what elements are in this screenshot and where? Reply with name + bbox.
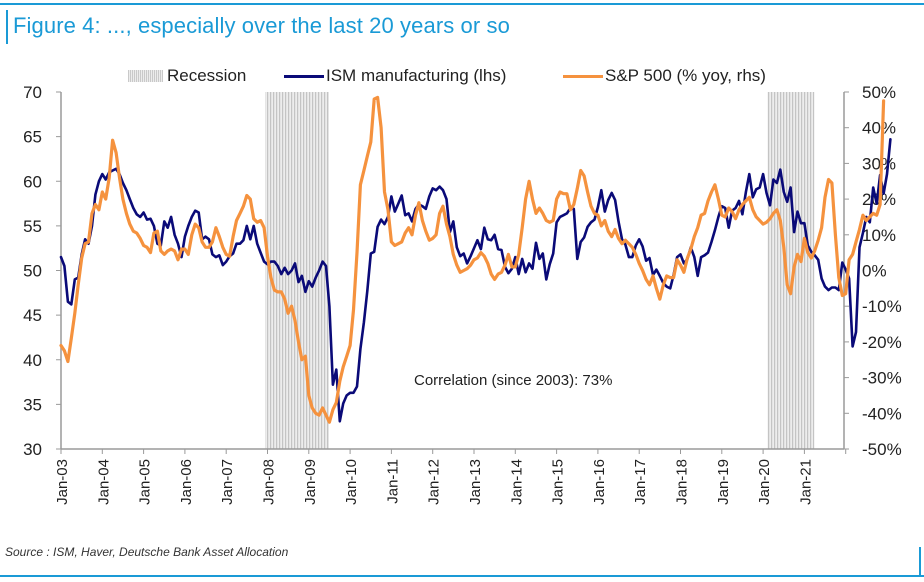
footer-rule: [0, 575, 924, 577]
right-tick-label: -40%: [862, 404, 902, 423]
sp-swatch: [563, 74, 603, 78]
title-accent-bar: [6, 10, 8, 44]
x-tick-label: Jan-20: [756, 459, 773, 505]
right-tick-label: 0%: [862, 262, 887, 281]
header-rule: [0, 3, 924, 5]
left-tick-label: 65: [23, 128, 42, 147]
ism-swatch: [284, 74, 324, 78]
x-tick-label: Jan-11: [384, 459, 401, 504]
x-tick-label: Jan-14: [508, 459, 525, 505]
recession-band: [767, 92, 815, 449]
right-tick-label: 50%: [862, 83, 896, 102]
correlation-annotation: Correlation (since 2003): 73%: [414, 372, 613, 389]
left-tick-label: 60: [23, 172, 42, 191]
left-tick-label: 40: [23, 351, 42, 370]
left-tick-label: 55: [23, 217, 42, 236]
x-tick-label: Jan-06: [178, 459, 195, 505]
sp500-yoy-line: [59, 95, 886, 424]
left-tick-label: 30: [23, 440, 42, 459]
x-tick-label: Jan-15: [550, 459, 567, 505]
x-tick-label: Jan-04: [95, 459, 112, 505]
x-tick-label: Jan-18: [674, 459, 691, 505]
footer-bracket: [919, 547, 921, 577]
legend-label-sp: S&P 500 (% yoy, rhs): [605, 66, 766, 85]
series-lines: [59, 95, 892, 424]
x-tick-label: Jan-08: [261, 459, 278, 505]
legend-item-recession: Recession: [128, 66, 246, 86]
right-tick-label: 10%: [862, 226, 896, 245]
right-tick-label: -20%: [862, 333, 902, 352]
ism-manufacturing-line: [59, 138, 892, 423]
left-tick-label: 35: [23, 395, 42, 414]
x-tick-label: Jan-12: [426, 459, 443, 505]
right-tick-label: -30%: [862, 369, 902, 388]
right-tick-label: -10%: [862, 297, 902, 316]
right-tick-label: 30%: [862, 154, 896, 173]
source-note: Source : ISM, Haver, Deutsche Bank Asset…: [5, 545, 289, 559]
right-tick-label: -50%: [862, 440, 902, 459]
left-tick-label: 70: [23, 83, 42, 102]
x-tick-label: Jan-17: [632, 459, 649, 505]
x-tick-label: Jan-10: [343, 459, 360, 505]
figure-title: Figure 4: ..., especially over the last …: [13, 13, 510, 38]
right-tick-label: 40%: [862, 119, 896, 138]
legend-item-sp: S&P 500 (% yoy, rhs): [563, 66, 766, 86]
legend-label-recession: Recession: [167, 66, 247, 85]
x-tick-label: Jan-05: [137, 459, 154, 505]
legend-item-ism: ISM manufacturing (lhs): [284, 66, 506, 86]
x-tick-label: Jan-09: [302, 459, 319, 505]
left-tick-label: 50: [23, 262, 42, 281]
x-tick-label: Jan-03: [54, 459, 71, 505]
left-tick-label: 45: [23, 306, 42, 325]
x-tick-label: Jan-07: [219, 459, 236, 505]
recession-swatch: [128, 70, 163, 82]
axes: 70656055504540353050%40%30%20%10%0%-10%-…: [23, 83, 902, 505]
x-tick-label: Jan-19: [715, 459, 732, 505]
legend-label-ism: ISM manufacturing (lhs): [326, 66, 507, 85]
x-tick-label: Jan-13: [467, 459, 484, 505]
x-tick-label: Jan-16: [591, 459, 608, 505]
x-tick-label: Jan-21: [797, 459, 814, 505]
